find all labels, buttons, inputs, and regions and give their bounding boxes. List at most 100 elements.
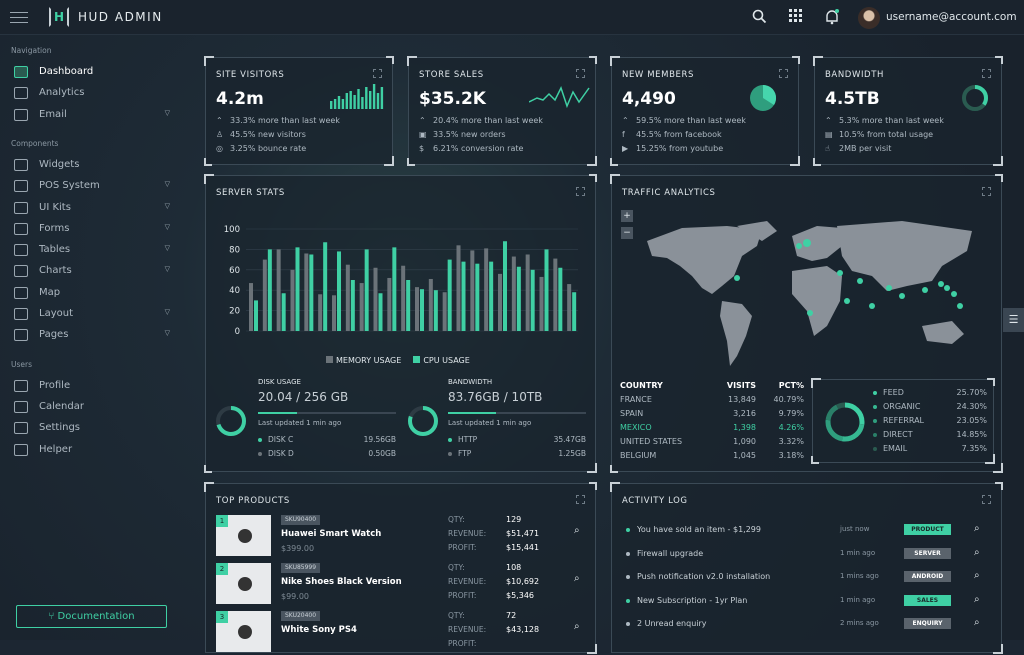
stat-mini-chart <box>962 85 988 111</box>
username[interactable]: username@account.com <box>886 11 1017 23</box>
sku-badge: SKU20400 <box>281 611 321 621</box>
revenue-value: $43,128 <box>506 625 540 634</box>
dot-icon <box>626 528 630 532</box>
chevron-down-icon[interactable]: ▽ <box>164 308 170 316</box>
sidebar-item-label: POS System <box>39 180 100 192</box>
source-pct: 23.05% <box>956 416 987 425</box>
search-icon[interactable] <box>752 9 767 28</box>
settings-sliders-button[interactable]: ☰ <box>1003 308 1024 332</box>
card-title: TRAFFIC ANALYTICS <box>622 188 716 198</box>
sidebar-item-analytics[interactable]: Analytics <box>14 84 174 102</box>
search-icon[interactable]: ⌕ <box>974 523 980 534</box>
bar-cpu-usage <box>420 289 424 331</box>
bar-memory-usage <box>401 265 406 331</box>
sidebar-item-map[interactable]: Map <box>14 284 174 302</box>
expand-icon[interactable] <box>373 69 382 78</box>
usage-item: FTP 1.25GB <box>448 449 586 459</box>
bar-memory-usage <box>262 259 267 331</box>
sidebar-item-helper[interactable]: Helper <box>14 441 174 459</box>
search-icon[interactable]: ⌕ <box>974 546 980 558</box>
card-title: SERVER STATS <box>216 188 285 198</box>
expand-icon[interactable] <box>982 187 991 196</box>
sidebar-item-label: Widgets <box>39 158 80 170</box>
chevron-down-icon[interactable]: ▽ <box>164 201 170 210</box>
mini-bar <box>380 87 384 109</box>
expand-icon[interactable] <box>576 495 585 504</box>
search-icon[interactable]: ⌕ <box>574 621 580 632</box>
table-cell: 3.18% <box>778 451 804 460</box>
search-icon[interactable]: ⌕ <box>574 573 580 584</box>
stat-line: ☝ 2MB per visit <box>825 144 891 154</box>
expand-icon[interactable] <box>576 187 585 196</box>
chevron-down-icon[interactable]: ▽ <box>164 108 170 117</box>
expand-icon[interactable] <box>779 69 788 78</box>
source-name: REFERRAL <box>883 416 924 425</box>
sidebar-item-pos-system[interactable]: POS System ▽ <box>14 177 174 195</box>
sidebar-item-calendar[interactable]: Calendar <box>14 398 174 416</box>
qty-label: QTY: <box>448 563 465 572</box>
expand-icon[interactable] <box>576 69 585 78</box>
progress-fill <box>448 412 497 414</box>
dot-icon <box>626 598 630 603</box>
table-cell: 4.26% <box>778 423 804 432</box>
stat-text: 15.25% from youtube <box>636 144 724 153</box>
mini-bar <box>333 99 337 109</box>
hdd-icon: ▤ <box>825 130 833 139</box>
bar-cpu-usage <box>406 280 411 331</box>
zoom-in-button[interactable]: + <box>621 210 633 222</box>
chevron-down-icon[interactable]: ▽ <box>164 244 170 253</box>
table-cell: MEXICO <box>620 423 652 432</box>
qty-value: 72 <box>506 611 517 620</box>
bar-memory-usage <box>539 276 544 331</box>
menu-icon[interactable] <box>10 12 28 23</box>
sidebar-item-email[interactable]: Email ▽ <box>14 106 174 124</box>
chevron-down-icon[interactable]: ▽ <box>164 265 170 274</box>
table-row: SPAIN 3,216 9.79% <box>620 407 804 421</box>
traffic-sources-donut <box>825 402 865 442</box>
email-icon <box>14 108 28 121</box>
sidebar-item-label: Analytics <box>39 87 85 99</box>
sidebar-item-layout[interactable]: Layout ▽ <box>14 305 174 323</box>
apps-grid-icon[interactable] <box>789 9 803 27</box>
disk-donut <box>216 406 246 436</box>
sidebar-item-dashboard[interactable]: Dashboard <box>14 63 174 81</box>
chevron-down-icon[interactable]: ▽ <box>164 222 170 231</box>
search-icon[interactable]: ⌕ <box>974 617 980 628</box>
search-icon[interactable]: ⌕ <box>574 525 580 536</box>
sidebar-item-charts[interactable]: Charts ▽ <box>14 262 174 280</box>
documentation-button[interactable]: ⑂ Documentation <box>16 605 167 628</box>
search-icon[interactable]: ⌕ <box>974 570 980 581</box>
sidebar-item-tables[interactable]: Tables ▽ <box>14 241 174 259</box>
sidebar-item-forms[interactable]: Forms ▽ <box>14 220 174 238</box>
usage-value: 35.47GB <box>553 435 586 444</box>
sidebar-item-widgets[interactable]: Widgets <box>14 156 174 174</box>
profit-label: PROFIT: <box>448 591 477 600</box>
usage-value: 0.50GB <box>368 449 396 458</box>
sidebar-item-settings[interactable]: Settings <box>14 419 174 437</box>
bar-memory-usage <box>249 283 253 331</box>
chevron-down-icon[interactable]: ▽ <box>164 329 170 338</box>
activity-time: 1 mins ago <box>840 572 879 580</box>
usage-name: DISK D <box>268 449 294 458</box>
product-image: 3 <box>216 611 271 652</box>
stat-line: ⌃ 20.4% more than last week <box>419 116 543 126</box>
analytics-icon <box>14 87 28 100</box>
bell-icon[interactable] <box>824 9 840 29</box>
bar-cpu-usage <box>309 254 314 331</box>
expand-icon[interactable] <box>982 69 991 78</box>
zoom-out-button[interactable]: − <box>621 227 633 239</box>
sidebar-item-profile[interactable]: Profile <box>14 377 174 395</box>
sidebar-item-ui-kits[interactable]: UI Kits ▽ <box>14 199 174 217</box>
activity-text: New Subscription - 1yr Plan <box>637 595 748 605</box>
sidebar-section-label: Components <box>11 138 59 148</box>
expand-icon[interactable] <box>982 495 991 504</box>
search-icon[interactable]: ⌕ <box>974 593 980 605</box>
mini-bar <box>369 91 372 109</box>
stat-line: ⌃ 59.5% more than last week <box>622 116 746 126</box>
chevron-down-icon[interactable]: ▽ <box>164 180 170 189</box>
bar-cpu-usage <box>461 261 466 331</box>
avatar[interactable] <box>858 7 880 29</box>
bandwidth-value: 83.76GB / 10TB <box>448 390 543 404</box>
sidebar-item-pages[interactable]: Pages ▽ <box>14 326 174 344</box>
stat-text: 59.5% more than last week <box>636 116 746 125</box>
